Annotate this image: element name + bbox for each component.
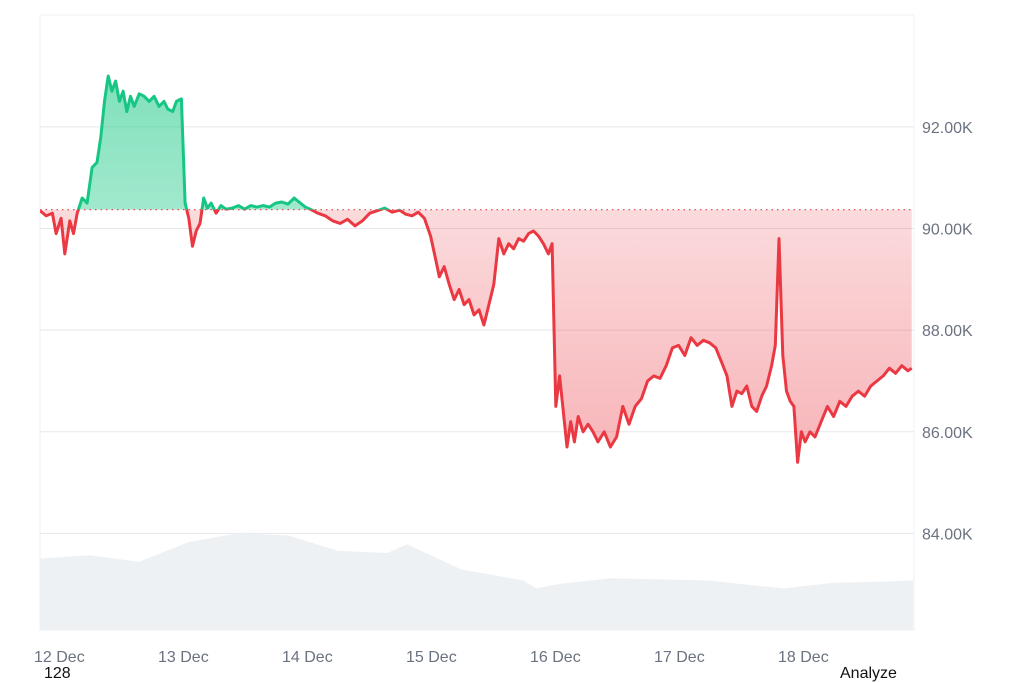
- x-tick-label: 14 Dec: [282, 649, 333, 666]
- price-line-below-baseline: [40, 209, 913, 464]
- x-tick-label: 13 Dec: [158, 649, 209, 666]
- x-tick-label: 15 Dec: [406, 649, 457, 666]
- y-tick-label: 86.00K: [922, 425, 973, 442]
- y-tick-label: 88.00K: [922, 323, 973, 340]
- price-line-above-baseline: [40, 74, 402, 210]
- area-above-baseline: [78, 76, 388, 210]
- analyze-link[interactable]: Analyze: [840, 665, 897, 682]
- x-tick-label: 16 Dec: [530, 649, 581, 666]
- x-axis-ticks: 12 Dec 13 Dec 14 Dec 15 Dec 16 Dec 17 Dec 18 D…: [34, 649, 829, 666]
- y-axis-ticks: 92.00K 90.00K 88.00K 86.00K 84.00K: [922, 120, 973, 544]
- x-tick-label: 17 Dec: [654, 649, 705, 666]
- x-tick-label: 18 Dec: [778, 649, 829, 666]
- y-tick-label: 84.00K: [922, 526, 973, 543]
- volume-area: [40, 533, 913, 630]
- x-tick-label: 12 Dec: [34, 649, 85, 666]
- y-tick-label: 90.00K: [922, 221, 973, 238]
- y-tick-label: 92.00K: [922, 120, 973, 137]
- area-below-baseline: [40, 209, 912, 463]
- footer-count: 128: [44, 665, 71, 682]
